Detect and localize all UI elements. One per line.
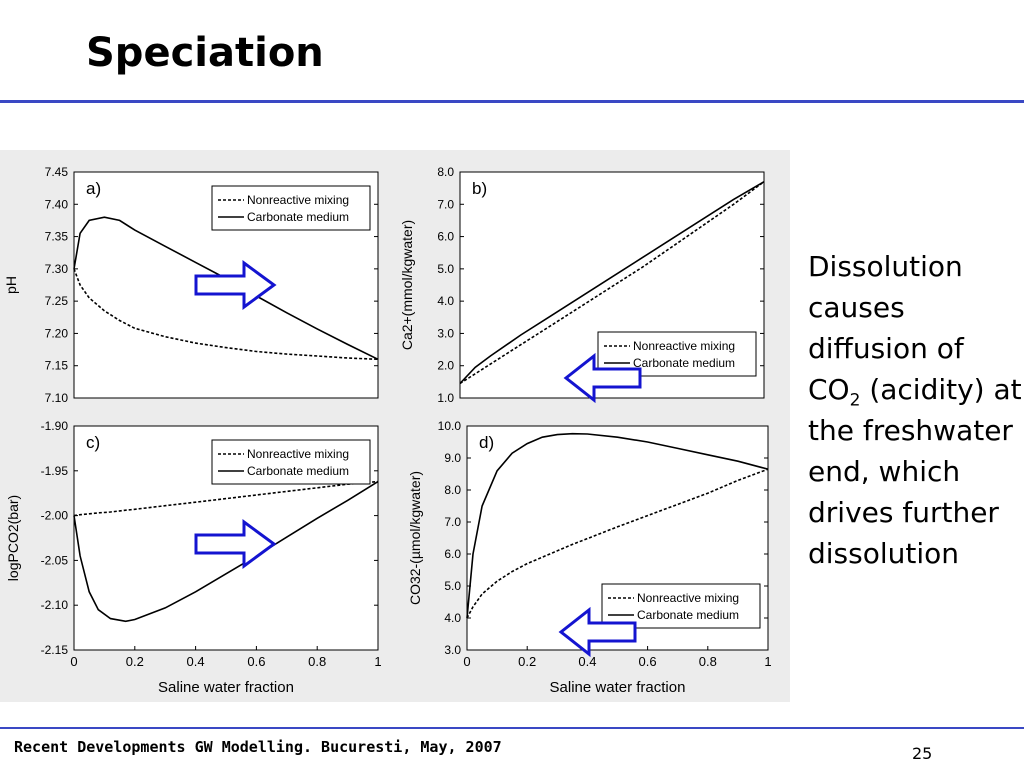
panel-3-y-axis-label: logPCO2(bar) <box>5 495 21 581</box>
panel-2-series-carbonate-medium-line <box>459 181 765 385</box>
panel-2-legend-label: Carbonate medium <box>633 356 735 370</box>
panel-1-legend-label: Nonreactive mixing <box>247 193 349 207</box>
panel-2-ytick-label: 4.0 <box>437 294 454 308</box>
panel-3-series-carbonate-medium-line <box>73 480 379 623</box>
panel-3-panel-label: c) <box>86 433 100 452</box>
panel-2-ytick-label: 1.0 <box>437 391 454 405</box>
panel-1-ytick-label: 7.20 <box>45 326 69 340</box>
panel-2-ytick-label: 6.0 <box>437 230 454 244</box>
panel-4-ytick-label: 9.0 <box>444 451 461 465</box>
panel-1-ytick-label: 7.10 <box>45 391 69 405</box>
panel-3-ytick-label: -1.95 <box>41 464 69 478</box>
panel-3-ytick-label: -2.05 <box>41 553 69 567</box>
panel-3-legend-label: Carbonate medium <box>247 464 349 478</box>
panel-4-x-axis-label: Saline water fraction <box>550 679 686 696</box>
footer-divider <box>0 727 1024 729</box>
panel-4-ytick-label: 5.0 <box>444 579 461 593</box>
panel-4-ytick-label: 7.0 <box>444 515 461 529</box>
panel-4-direction-arrow <box>558 606 637 658</box>
panel-3-series-nonreactive-mixing-line <box>73 480 379 517</box>
panel-3-x-axis-label: Saline water fraction <box>158 679 294 696</box>
body-text-after: (acidity) at the freshwater end, which d… <box>808 373 1022 570</box>
panel-2-y-axis-label: Ca2+(mmol/kgwater) <box>399 220 415 350</box>
panel-4-series-carbonate-medium-line <box>466 432 769 619</box>
panel-4-xtick-label: 1 <box>764 654 771 669</box>
panel-3-xtick-label: 0.8 <box>308 654 326 669</box>
panel-3-legend <box>211 439 371 485</box>
panel-4-ytick-label: 10.0 <box>438 419 462 433</box>
panel-1-ytick-label: 7.25 <box>45 294 69 308</box>
panel-1-ytick-label: 7.15 <box>45 359 69 373</box>
panel-3-xtick-label: 0.6 <box>247 654 265 669</box>
panel-2-ytick-label: 5.0 <box>437 262 454 276</box>
panel-4-legend-label: Nonreactive mixing <box>637 591 739 605</box>
panel-2-direction-arrow <box>563 352 642 404</box>
panel-1-panel-label: a) <box>86 179 101 198</box>
panel-3-xtick-label: 0.2 <box>126 654 144 669</box>
panel-1-series-carbonate-medium-line <box>73 216 379 361</box>
panel-4-ytick-label: 4.0 <box>444 611 461 625</box>
panel-1-legend <box>211 185 371 231</box>
panel-4-xtick-label: 0.2 <box>518 654 536 669</box>
panel-3-ytick-label: -2.15 <box>41 643 69 657</box>
panel-2-ytick-label: 3.0 <box>437 326 454 340</box>
panel-1-ytick-label: 7.35 <box>45 230 69 244</box>
panel-1-series-nonreactive-mixing-line <box>73 268 379 361</box>
panel-4-xtick-label: 0.6 <box>639 654 657 669</box>
panel-3-xtick-label: 1 <box>374 654 381 669</box>
panel-2-panel-label: b) <box>472 179 487 198</box>
body-text-subscript: 2 <box>849 390 861 411</box>
panel-3-direction-arrow <box>194 519 277 569</box>
panel-2-series-nonreactive-mixing-line <box>459 181 765 385</box>
panel-4-panel-label: d) <box>479 433 494 452</box>
panel-4-ytick-label: 3.0 <box>444 643 461 657</box>
panel-2-ytick-label: 7.0 <box>437 197 454 211</box>
panel-3-legend-label: Nonreactive mixing <box>247 447 349 461</box>
panel-1-ytick-label: 7.30 <box>45 262 69 276</box>
speciation-figure: 7.10 7.15 7.20 7.25 7.30 7.35 7.40 7.45 pH a) Nonr… <box>0 150 790 702</box>
panel-1-ytick-label: 7.40 <box>45 197 69 211</box>
panel-4-ytick-label: 8.0 <box>444 483 461 497</box>
slide-footer: Recent Developments GW Modelling. Bucure… <box>14 738 502 756</box>
panel-1-y-axis-label: pH <box>3 276 19 294</box>
panel-1-legend-label: Carbonate medium <box>247 210 349 224</box>
slide-title: Speciation <box>86 30 324 76</box>
panel-2-ytick-label: 2.0 <box>437 359 454 373</box>
panel-2-legend-label: Nonreactive mixing <box>633 339 735 353</box>
slide-body-text: Dissolution causes diffusion of CO2 (aci… <box>808 246 1022 574</box>
title-divider <box>0 100 1024 103</box>
panel-3-xtick-label: 0.4 <box>187 654 205 669</box>
panel-3-ytick-label: -1.90 <box>41 419 69 433</box>
panel-4-legend <box>601 583 761 629</box>
panel-4-ytick-label: 6.0 <box>444 547 461 561</box>
body-text-before: Dissolution causes diffusion of CO <box>808 250 964 406</box>
panel-4-xtick-label: 0.4 <box>578 654 596 669</box>
panel-3-ytick-label: -2.10 <box>41 598 69 612</box>
page-number: 25 <box>912 744 933 763</box>
panel-3-ytick-label: -2.00 <box>41 509 69 523</box>
panel-4-series-nonreactive-mixing-line <box>466 468 769 619</box>
panel-1-ytick-label: 7.45 <box>45 165 69 179</box>
panel-1-direction-arrow <box>194 260 277 310</box>
panel-4-xtick-label: 0.8 <box>699 654 717 669</box>
panel-4-xtick-label: 0 <box>463 654 470 669</box>
panel-3-xtick-label: 0 <box>70 654 77 669</box>
panel-2-ytick-label: 8.0 <box>437 165 454 179</box>
panel-4-y-axis-label: CO32-(µmol/kgwater) <box>407 471 423 605</box>
panel-4-legend-label: Carbonate medium <box>637 608 739 622</box>
